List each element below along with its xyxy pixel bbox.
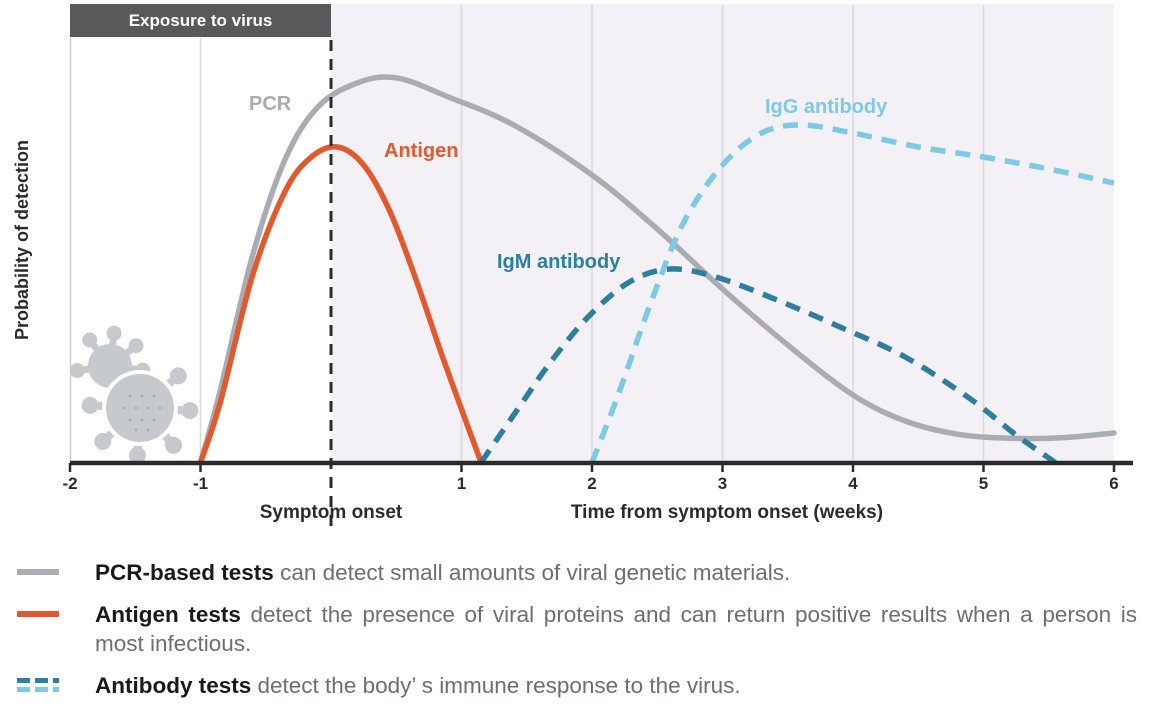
- legend-text-antigen: Antigen tests detect the presence of vir…: [95, 600, 1137, 658]
- virus-icon: [69, 325, 199, 464]
- legend-term-pcr: PCR-based tests: [95, 560, 274, 585]
- igg-curve-label: IgG antibody: [765, 96, 888, 118]
- legend-term-antibody: Antibody tests: [95, 673, 252, 698]
- igm-curve-label: IgM antibody: [497, 251, 621, 273]
- exposure-banner-label: Exposure to virus: [128, 10, 273, 30]
- pcr-line-swatch-icon: [17, 569, 59, 575]
- antigen-curve: [197, 144, 484, 466]
- x-axis-title: Time from symptom onset (weeks): [570, 502, 884, 523]
- exposure-banner: Exposure to virus: [70, 4, 331, 37]
- legend-row-pcr: PCR-based tests can detect small amounts…: [0, 558, 1152, 587]
- tick-label--1: -1: [192, 474, 209, 493]
- symptom-onset-caption: Symptom onset: [259, 502, 403, 523]
- tick-label-1: 1: [456, 474, 467, 493]
- legend: PCR-based tests can detect small amounts…: [0, 558, 1152, 713]
- antibody-dashed-swatch-icon: [17, 678, 95, 692]
- legend-rest-antigen: detect the presence of viral proteins an…: [95, 602, 1137, 656]
- pcr-curve: [197, 74, 1117, 466]
- tick-label-5: 5: [978, 474, 989, 493]
- igg-antibody-curve: [589, 122, 1115, 464]
- tick-label-6: 6: [1109, 474, 1119, 493]
- tick-label--2: -2: [62, 474, 78, 493]
- igm-antibody-curve: [478, 266, 1057, 465]
- detection-probability-chart: Exposure to virus Probability of detecti…: [12, 4, 1133, 528]
- legend-rest-pcr: can detect small amounts of viral geneti…: [273, 560, 791, 585]
- antigen-curve-label: Antigen: [384, 140, 459, 162]
- tick-label-2: 2: [587, 474, 597, 493]
- legend-text-pcr: PCR-based tests can detect small amounts…: [95, 558, 1137, 587]
- legend-row-antigen: Antigen tests detect the presence of vir…: [0, 600, 1152, 658]
- antigen-line-swatch-icon: [17, 611, 59, 617]
- gridlines: [199, 5, 985, 461]
- legend-row-antibody: Antibody tests detect the body’ s immune…: [0, 671, 1152, 700]
- x-axis-ticks: [68, 463, 1116, 472]
- chart-canvas: [68, 5, 1133, 528]
- curves: [197, 74, 1117, 466]
- tick-label-4: 4: [848, 474, 858, 493]
- legend-term-antigen: Antigen tests: [95, 602, 241, 627]
- virus-dots: [122, 394, 162, 432]
- legend-text-antibody: Antibody tests detect the body’ s immune…: [95, 671, 1137, 700]
- tick-label-3: 3: [717, 474, 728, 493]
- pcr-curve-label: PCR: [249, 93, 292, 115]
- legend-rest-antibody: detect the body’ s immune response to th…: [251, 673, 741, 698]
